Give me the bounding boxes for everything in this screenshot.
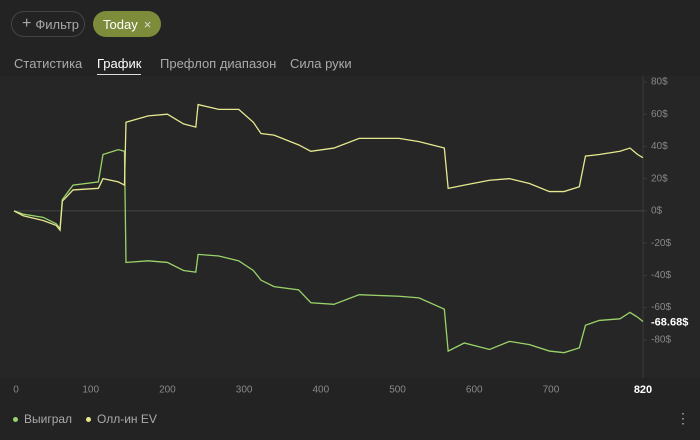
tab[interactable]: Сила руки <box>290 56 352 71</box>
x-tick-label: 820 <box>634 384 652 396</box>
plot-area <box>0 76 700 378</box>
y-tick-label: -80$ <box>651 334 671 345</box>
x-tick-label: 600 <box>466 385 483 396</box>
legend-dot <box>86 416 91 422</box>
series-line <box>13 148 644 354</box>
y-tick-label: -60$ <box>651 302 671 313</box>
y-tick-label: -20$ <box>651 238 671 249</box>
x-tick-label: 500 <box>389 385 406 396</box>
menu-icon[interactable]: ⋮ <box>676 410 690 426</box>
filter-label: Today <box>103 16 138 32</box>
x-tick-label: 100 <box>82 385 99 396</box>
legend-item[interactable]: Выиграл <box>13 412 72 426</box>
legend-dot <box>13 416 18 422</box>
chart: 80$ 60$ 40$ 20$ 0$ -20$ -40$ -60$ -80$ 0 100 200 300… <box>0 76 700 396</box>
x-tick-label: 400 <box>312 385 329 396</box>
legend-item[interactable]: Олл-ин EV <box>86 412 157 426</box>
legend-label: Олл-ин EV <box>97 412 157 426</box>
x-tick-label: 0 <box>13 385 19 396</box>
y-tick-label: 60$ <box>651 109 668 120</box>
y-tick-label: 80$ <box>651 77 668 88</box>
filter-label: Фильтр <box>35 16 80 32</box>
x-tick-label: 300 <box>236 385 253 396</box>
filter-button[interactable]: + Фильтр <box>11 11 85 37</box>
y-tick-label: 40$ <box>651 141 668 152</box>
y-tick-label: 0$ <box>651 206 663 217</box>
filter-chip[interactable]: Today × <box>93 11 161 37</box>
y-tick-label: 20$ <box>651 173 668 184</box>
x-tick-label: 200 <box>159 385 176 396</box>
y-tick-label: -40$ <box>651 270 671 281</box>
tab[interactable]: Статистика <box>14 56 83 71</box>
x-tick-label: 700 <box>543 385 560 396</box>
legend-label: Выиграл <box>24 412 73 426</box>
series-line <box>13 103 644 232</box>
tab[interactable]: График <box>97 56 142 75</box>
value-label: -68.68$ <box>651 316 688 328</box>
tab[interactable]: Префлоп диапазон <box>160 56 277 71</box>
